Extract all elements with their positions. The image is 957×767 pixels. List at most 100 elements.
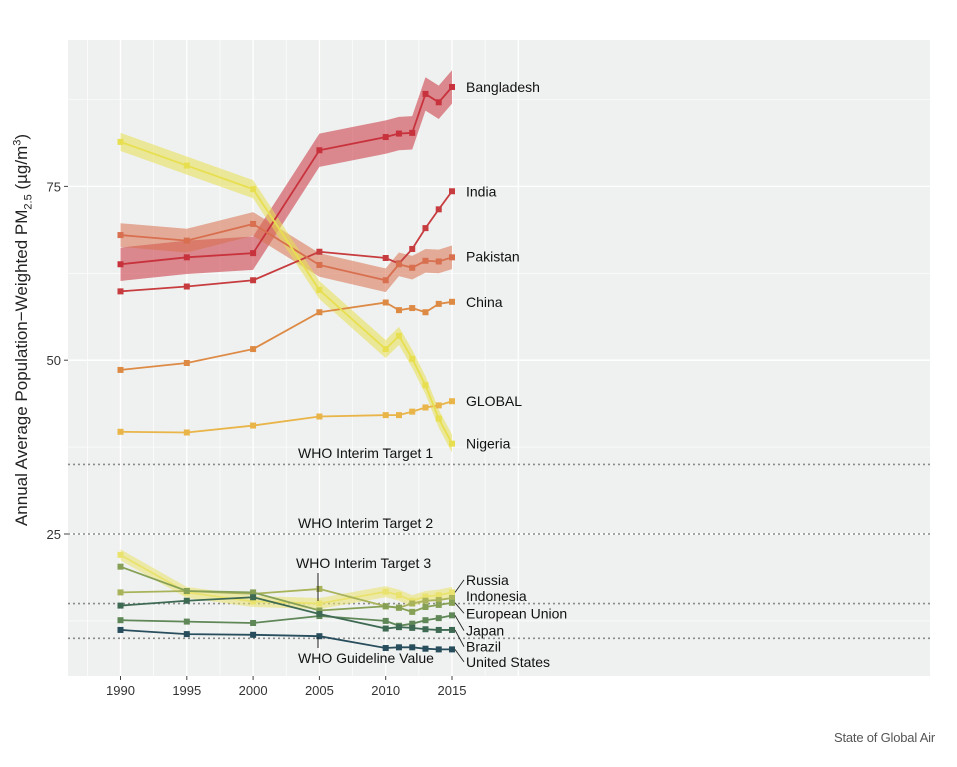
point-brazil: [409, 624, 416, 631]
point-european-union: [409, 608, 416, 615]
point-united-states: [316, 633, 323, 640]
point-nigeria: [183, 162, 190, 169]
point-pakistan: [449, 254, 455, 261]
line-brazil: [120, 596, 452, 631]
point-russia: [449, 589, 455, 596]
series-label-nigeria: Nigeria: [466, 436, 511, 452]
point-pakistan: [183, 237, 190, 244]
series-label-japan: Japan: [466, 623, 504, 639]
point-pakistan: [395, 261, 402, 268]
label-leader-brazil: [454, 629, 465, 647]
x-tick-label: 1990: [106, 683, 135, 698]
point-indonesia: [316, 585, 323, 592]
y-tick-label: 50: [47, 353, 61, 368]
point-china: [316, 309, 323, 316]
y-axis-label: Annual Average Population−Weighted PM2.5…: [11, 133, 35, 527]
series-nigeria: [117, 138, 455, 447]
label-leader-european-union: [454, 602, 465, 614]
point-pakistan: [117, 232, 124, 239]
point-global: [382, 412, 389, 419]
point-bangladesh: [435, 99, 442, 106]
point-global: [250, 422, 257, 429]
x-tick-label: 1995: [172, 683, 201, 698]
point-united-states: [183, 631, 190, 638]
line-united-states: [120, 629, 452, 651]
label-leader-united-states: [454, 649, 465, 663]
point-russia: [117, 551, 124, 558]
point-japan: [117, 617, 124, 624]
point-japan: [382, 617, 389, 624]
point-russia: [316, 600, 323, 607]
y-tick-label: 25: [47, 527, 61, 542]
point-global: [183, 429, 190, 436]
point-pakistan: [250, 220, 257, 227]
source-credit: State of Global Air: [834, 730, 935, 745]
point-pakistan: [435, 258, 442, 265]
point-brazil: [117, 602, 124, 609]
point-brazil: [449, 626, 455, 633]
point-global: [316, 413, 323, 420]
point-global: [422, 404, 429, 411]
point-japan: [183, 618, 190, 625]
point-india: [316, 248, 323, 255]
point-global: [117, 428, 124, 435]
point-india: [250, 277, 257, 284]
point-united-states: [409, 644, 416, 651]
point-european-union: [435, 601, 442, 608]
point-united-states: [117, 626, 124, 633]
point-indonesia: [422, 597, 429, 604]
line-global: [120, 400, 453, 434]
point-united-states: [395, 644, 402, 651]
point-pakistan: [316, 261, 323, 268]
point-united-states: [435, 646, 442, 653]
point-china: [382, 299, 389, 306]
point-india: [449, 188, 455, 195]
point-european-union: [250, 589, 257, 596]
threshold-label-who-interim-target-3: WHO Interim Target 3: [296, 555, 431, 571]
point-nigeria: [395, 332, 402, 339]
point-indonesia: [449, 594, 455, 601]
point-india: [422, 225, 429, 232]
point-india: [435, 206, 442, 213]
x-tick-label: 2000: [239, 683, 268, 698]
point-india: [382, 255, 389, 262]
point-indonesia: [435, 597, 442, 604]
point-european-union: [117, 563, 124, 570]
series-label-russia: Russia: [466, 572, 509, 588]
point-brazil: [382, 625, 389, 632]
point-brazil: [395, 624, 402, 631]
threshold-label-who-guideline-value: WHO Guideline Value: [298, 650, 434, 666]
point-china: [435, 300, 442, 307]
point-brazil: [422, 626, 429, 633]
line-pakistan: [120, 222, 453, 282]
point-russia: [422, 593, 429, 600]
point-india: [409, 245, 416, 252]
point-global: [409, 408, 416, 415]
line-bangladesh: [120, 86, 453, 266]
threshold-label-who-interim-target-1: WHO Interim Target 1: [298, 445, 433, 461]
point-bangladesh: [183, 254, 190, 261]
point-nigeria: [449, 440, 455, 447]
point-bangladesh: [409, 129, 416, 136]
point-bangladesh: [449, 83, 455, 90]
point-nigeria: [435, 415, 442, 422]
point-japan: [250, 619, 257, 626]
point-brazil: [316, 610, 323, 617]
point-japan: [409, 620, 416, 627]
line-nigeria: [120, 141, 453, 445]
point-bangladesh: [117, 261, 124, 268]
point-china: [117, 366, 124, 373]
point-russia: [250, 598, 257, 605]
point-japan: [435, 615, 442, 622]
point-european-union: [183, 588, 190, 595]
point-russia: [435, 592, 442, 599]
point-russia: [382, 588, 389, 595]
line-china: [120, 300, 453, 371]
point-united-states: [422, 645, 429, 652]
series-label-india: India: [466, 183, 497, 199]
series-european-union: [117, 563, 455, 615]
point-india: [183, 283, 190, 290]
point-nigeria: [316, 286, 323, 293]
point-pakistan: [382, 277, 389, 284]
